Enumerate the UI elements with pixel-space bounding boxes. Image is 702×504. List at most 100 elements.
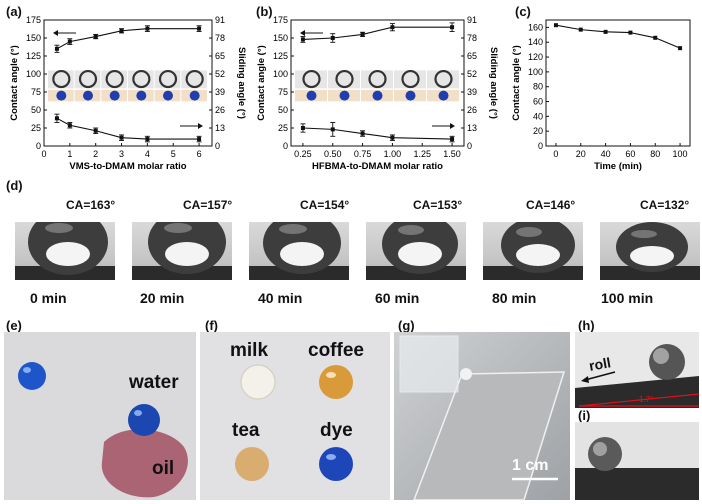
chart-a-ytick-label: 175 (26, 15, 41, 25)
chart-a-xlabel: VMS-to-DMAM molar ratio (69, 161, 186, 172)
chart-b-xtick-label: 1.25 (413, 149, 431, 159)
chart-a-series-0-point (119, 28, 124, 33)
chart-c-xtick-label: 80 (650, 149, 660, 159)
chart-c-series-0-point (678, 46, 683, 51)
chart-b-ytick-label: 50 (278, 105, 288, 115)
chart-c-xtick-label: 40 (601, 149, 611, 159)
chart-a-arrow-right-head (198, 123, 203, 129)
chart-a-ytick2-label: 52 (215, 69, 225, 79)
chart-a-series-1-point (145, 137, 150, 142)
droplet-photo-1 (132, 222, 232, 280)
oil-stain (101, 429, 188, 498)
chart-a-inset-blue-droplet (189, 90, 200, 101)
chart-b-series-0-line (302, 26, 453, 40)
ca-label-5: CA=132° (640, 198, 690, 212)
chart-a-inset-droplet (78, 69, 98, 89)
photo-liquids: milk coffee tea dye (200, 332, 390, 500)
droplet-photo-3 (366, 222, 466, 280)
panel-label-b: (b) (256, 4, 273, 19)
chart-a-inset-blue-droplet (136, 90, 147, 101)
rolling-droplet (649, 344, 685, 380)
chart-c-xtick-label: 0 (553, 149, 558, 159)
chart-b-series-1-point (360, 131, 365, 136)
charts-area: 0 1 2 3 4 5 6025507510012515017501326395265789… (9, 15, 691, 172)
chart-a-inset-blue-droplet (163, 90, 173, 101)
chart-c-series-0-point (578, 27, 583, 32)
chart-b-series-0-point (450, 25, 455, 30)
chart-b-inset-blue-droplet (372, 90, 383, 101)
chart-b-inset-bg (394, 70, 426, 89)
chart-a-inset-blue-droplet (83, 90, 93, 101)
chart-b-ytick2-label: 78 (467, 33, 477, 43)
panel-label-g: (g) (398, 318, 415, 333)
chart-a-xtick-label: 1 (67, 149, 72, 159)
chart-b-inset-droplet (401, 69, 420, 89)
chart-b-xtick-label: 0.75 (354, 149, 372, 159)
chart-b-ytick2-label: 26 (467, 105, 477, 115)
droplet-on-fabric (460, 368, 472, 380)
chart-b-xtick-label: 1.00 (384, 149, 402, 159)
chart-a-ytick2-label: 39 (215, 87, 225, 97)
chart-b-ytick-label: 0 (283, 141, 288, 151)
chart-a-ylabel2: Sliding angle (°) (236, 47, 247, 119)
roll-arrow (584, 371, 616, 381)
milk-droplet (240, 364, 276, 400)
chart-a-ytick2-label: 65 (215, 51, 225, 61)
chart-a-series-0-point (197, 26, 202, 31)
chart-a-ytick2-label: 78 (215, 33, 225, 43)
chart-b-ytick-label: 175 (273, 15, 288, 25)
chart-b-xtick-label: 0.50 (324, 149, 342, 159)
chart-b-ytick2-label: 39 (467, 87, 477, 97)
scale-label: 1 cm (512, 457, 549, 474)
chart-a-ytick2-label: 26 (215, 105, 225, 115)
chart-b-ytick2-label: 52 (467, 69, 477, 79)
panel-label-a: (a) (6, 4, 22, 19)
chart-b-series-0-point (300, 37, 305, 42)
chart-b-inset-droplet (368, 69, 387, 89)
water-droplet-1 (18, 362, 46, 390)
ca-label-4: CA=146° (526, 198, 576, 212)
panel-label-h: (h) (578, 318, 595, 333)
chart-a-series-1-point (197, 137, 202, 142)
chart-b-series-1-point (450, 137, 455, 142)
chart-b-ytick-label: 150 (273, 33, 288, 43)
chart-b-xlabel: HFBMA-to-DMAM molar ratio (312, 161, 443, 172)
chart-c-ylabel: Contact angle (°) (511, 45, 522, 121)
chart-a-series-1-point (67, 123, 72, 128)
chart-a-xtick-label: 4 (145, 149, 150, 159)
chart-a-ytick-label: 0 (36, 141, 41, 151)
chart-b-series-0-point (390, 25, 395, 30)
chart-b-ytick-label: 100 (273, 69, 288, 79)
chart-a-xtick-label: 2 (93, 149, 98, 159)
chart-a-series-0-point (67, 39, 72, 44)
panel-label-d: (d) (6, 178, 23, 193)
chart-a-series-0-point (54, 46, 59, 51)
panel-label-i: (i) (578, 408, 591, 423)
chart-b-inset-droplet (302, 69, 321, 89)
chart-a-xtick-label: 6 (197, 149, 202, 159)
chart-b-series-0-point (360, 32, 365, 37)
time-label-1: 20 min (140, 290, 185, 306)
chart-c-xtick-label: 100 (673, 149, 688, 159)
label-coffee: coffee (308, 340, 364, 361)
chart-a-ytick2-label: 0 (215, 141, 220, 151)
chart-b-ytick2-label: 0 (467, 141, 472, 151)
chart-b-series-1-point (300, 126, 305, 130)
chart-b-frame (290, 19, 465, 147)
dye-droplet (319, 447, 353, 481)
chart-c-series-0-point (553, 23, 558, 28)
chart-b-inset-blue-droplet (438, 90, 449, 101)
chart-a-frame (43, 19, 213, 147)
chart-b-inset-blue-droplet (405, 90, 416, 101)
label-oil: oil (152, 458, 175, 479)
chart-b-series-1-line (302, 127, 453, 140)
chart-c-xtick-label: 60 (625, 149, 635, 159)
chart-a-ytick-label: 25 (31, 123, 41, 133)
chart-b-arrow-right-head (450, 123, 455, 129)
chart-a-series-0-point (145, 26, 150, 31)
droplet-photo-0 (15, 222, 115, 280)
chart-a-ytick-label: 150 (26, 33, 41, 43)
side-droplet (588, 437, 622, 471)
chart-b-inset-blue-droplet (306, 90, 317, 101)
chart-a-series-0-line (56, 28, 200, 50)
